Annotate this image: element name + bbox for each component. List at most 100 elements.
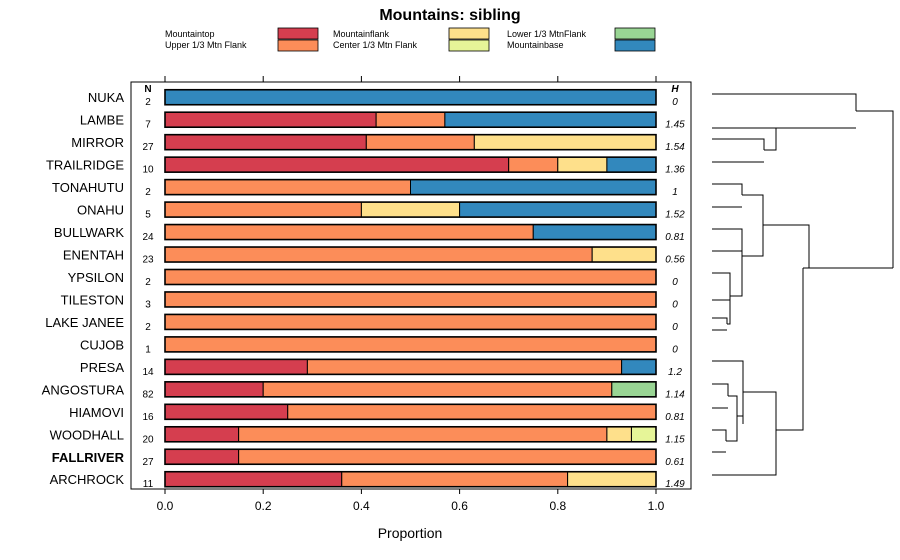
dendrogram-branch	[712, 183, 743, 195]
x-tick-label: 0.0	[157, 499, 174, 513]
bar-outline	[164, 111, 657, 129]
bar-segment	[287, 403, 657, 420]
bar-segment	[341, 471, 569, 488]
x-tick-label: 0.4	[353, 499, 370, 513]
row-label: YPSILON	[68, 270, 124, 285]
row-label: TILESTON	[61, 292, 124, 307]
x-tick-label: 0.8	[549, 499, 566, 513]
legend-label: Mountaintop	[165, 29, 215, 39]
x-axis-label: Proportion	[378, 525, 443, 541]
bar-segment	[567, 471, 657, 488]
row-label: NUKA	[88, 90, 124, 105]
bar-outline	[164, 313, 657, 331]
row-label: ANGOSTURA	[42, 382, 125, 397]
row-label: ENENTAH	[63, 248, 124, 263]
row-label: LAMBE	[80, 113, 124, 128]
row-label: FALLRIVER	[52, 450, 125, 465]
h-value: 1.14	[665, 389, 685, 400]
n-value: 5	[145, 210, 151, 221]
dendrogram-branch	[776, 268, 804, 431]
n-value: 23	[142, 255, 154, 266]
bar-outline	[164, 358, 657, 376]
n-value: 2	[145, 97, 151, 108]
n-value: 2	[145, 187, 151, 198]
h-value: 0.81	[665, 232, 684, 243]
dendrogram-branch	[764, 128, 777, 151]
x-axis: 0.0 0.2 0.4 0.6 0.8 1.0	[157, 76, 665, 513]
bar-segment	[606, 426, 632, 443]
n-value: 27	[142, 142, 154, 153]
chart-title: Mountains: sibling	[379, 7, 520, 24]
bar-outline	[164, 381, 657, 398]
dendrogram-branch	[712, 383, 729, 396]
x-tick-label: 0.2	[255, 499, 272, 513]
row-label: CUJOB	[80, 337, 124, 352]
dendrogram-branch	[730, 272, 743, 297]
h-value: 0.81	[665, 412, 684, 423]
legend-swatch	[277, 39, 319, 52]
dendrogram-branch	[712, 430, 777, 476]
dendrogram-branch	[712, 360, 744, 424]
dendrogram-branch	[742, 194, 764, 225]
dendrogram-branch	[727, 305, 731, 325]
bar-outline	[164, 156, 657, 173]
row-label: LAKE JANEE	[45, 315, 124, 330]
h-value: 0	[672, 97, 678, 108]
h-value: 0.56	[665, 255, 685, 266]
bar-segment	[164, 471, 343, 488]
bar-outline	[164, 470, 657, 488]
bar-outline	[164, 448, 657, 466]
dendrogram-branch	[763, 224, 810, 268]
n-value: 2	[145, 322, 151, 333]
h-value: 0	[672, 322, 678, 333]
bar-segment	[606, 156, 657, 173]
bar-segment	[164, 224, 534, 241]
h-value: 1.15	[665, 434, 685, 445]
bar-outline	[164, 201, 657, 218]
bar-segment	[306, 358, 623, 375]
row-label: HIAMOVI	[69, 405, 124, 420]
dendrogram-branch	[743, 391, 777, 430]
bar-segment	[164, 381, 264, 398]
bar-segment	[508, 156, 559, 173]
bar-segment	[532, 224, 657, 241]
h-value: 1.49	[665, 479, 685, 490]
row-label: MIRROR	[71, 135, 124, 150]
bar-segment	[164, 156, 510, 173]
dendrogram-branch	[712, 272, 731, 287]
bar-segment	[164, 179, 411, 196]
bar-segment	[630, 426, 657, 443]
bar-segment	[164, 403, 289, 420]
bar-segment	[410, 179, 657, 196]
n-value: 82	[142, 389, 154, 400]
bar-segment	[238, 448, 657, 465]
bar-segment	[459, 201, 657, 218]
row-label: ARCHROCK	[50, 472, 125, 487]
x-tick-label: 0.6	[451, 499, 468, 513]
bar-segment	[164, 358, 308, 375]
bar-segment	[375, 111, 446, 128]
bar-outline	[164, 268, 657, 286]
bar-segment	[164, 111, 377, 128]
bar-segment	[164, 291, 657, 308]
bar-segment	[164, 89, 657, 106]
dendrogram-branch	[726, 416, 738, 442]
n-value: 20	[142, 434, 154, 445]
legend-label: Center 1/3 Mtn Flank	[333, 40, 418, 50]
bar-outline	[164, 178, 657, 196]
n-value: 7	[145, 120, 151, 131]
n-value: 10	[142, 165, 154, 176]
legend-label: Upper 1/3 Mtn Flank	[165, 40, 247, 50]
dendrogram-branch	[856, 110, 894, 268]
h-value: 0	[672, 299, 678, 310]
dendrogram-branch	[742, 225, 764, 257]
h-value: 0	[672, 277, 678, 288]
bar-segment	[262, 381, 613, 398]
legend-swatch	[448, 27, 490, 40]
h-value: 1.36	[665, 165, 685, 176]
row-label: TONAHUTU	[52, 180, 124, 195]
bar-segment	[621, 358, 657, 375]
bar-segment	[365, 134, 475, 151]
